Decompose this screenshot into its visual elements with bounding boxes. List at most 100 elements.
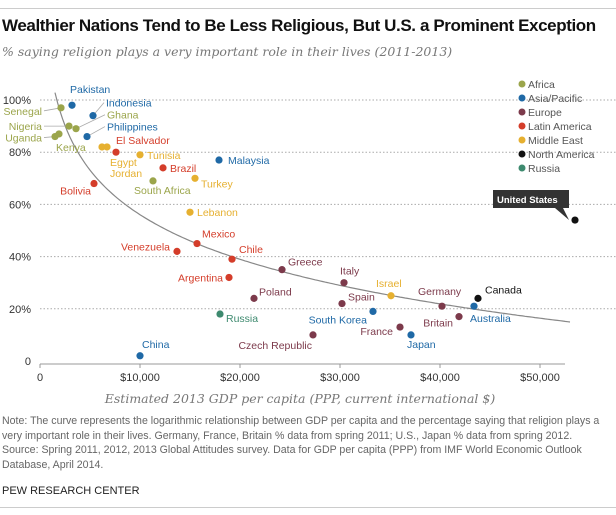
- point-label-china: China: [142, 339, 170, 351]
- data-point-south-africa: [149, 177, 157, 185]
- data-point-jordan: [103, 143, 111, 151]
- point-label-italy: Italy: [340, 266, 360, 278]
- point-label-czech-republic: Czech Republic: [238, 340, 312, 352]
- point-label-turkey: Turkey: [201, 178, 233, 190]
- data-point-israel: [387, 292, 395, 300]
- point-label-pakistan: Pakistan: [70, 84, 110, 96]
- data-point-tunisia: [136, 151, 144, 159]
- point-label-spain: Spain: [348, 292, 375, 304]
- point-label-france: France: [360, 326, 393, 338]
- point-label-germany: Germany: [418, 286, 462, 298]
- data-point-czech-republic: [309, 331, 317, 339]
- x-tick-label: 0: [37, 372, 43, 384]
- point-label-canada: Canada: [485, 284, 522, 296]
- point-label-indonesia: Indonesia: [106, 98, 152, 110]
- x-axis-title: Estimated 2013 GDP per capita (PPP, curr…: [104, 391, 496, 406]
- data-point-france: [396, 323, 404, 331]
- y-tick-label: 0: [25, 356, 31, 368]
- data-point-chile: [228, 255, 236, 263]
- legend-label: Europe: [528, 107, 562, 119]
- data-point-canada: [474, 294, 482, 302]
- data-point-japan: [407, 331, 415, 339]
- point-label-south-korea: South Korea: [309, 314, 368, 326]
- point-label-senegal: Senegal: [3, 106, 42, 118]
- x-tick-label: $10,000: [120, 372, 160, 384]
- data-point-egypt: [98, 143, 106, 151]
- data-point-italy: [340, 279, 348, 287]
- legend-marker: [518, 94, 526, 102]
- data-point-south-korea: [369, 307, 377, 316]
- point-label-australia: Australia: [470, 313, 511, 325]
- bottom-divider: [0, 507, 616, 508]
- point-label-el-salvador: El Salvador: [116, 135, 170, 147]
- point-label-lebanon: Lebanon: [197, 207, 238, 219]
- data-point-lebanon: [186, 208, 194, 216]
- data-point-senegal: [57, 104, 65, 112]
- data-point-australia: [470, 302, 478, 310]
- point-label-venezuela: Venezuela: [121, 241, 170, 253]
- data-point-britain: [455, 313, 463, 321]
- legend-marker: [518, 150, 526, 158]
- legend-label: Russia: [528, 163, 560, 175]
- y-tick-label: 80%: [9, 147, 31, 159]
- data-point-greece: [278, 266, 286, 274]
- chart-note: Note: The curve represents the logarithm…: [2, 414, 614, 472]
- leader-line: [75, 114, 106, 130]
- note-text: Note: The curve represents the logarithm…: [2, 415, 600, 442]
- point-label-uganda: Uganda: [5, 133, 42, 145]
- point-label-israel: Israel: [376, 278, 402, 290]
- source-text: Source: Spring 2011, 2012, 2013 Global A…: [2, 444, 582, 471]
- point-label-bolivia: Bolivia: [60, 186, 91, 198]
- data-point-spain: [338, 299, 346, 308]
- data-point-pakistan: [68, 101, 76, 109]
- point-label-poland: Poland: [259, 286, 292, 298]
- legend-marker: [518, 80, 526, 88]
- legend-label: North America: [528, 149, 595, 161]
- scatter-chart: 0 20% 40% 60% 80% 100% 0 $10,000 $20,000 $30,000 $…: [3, 79, 616, 406]
- x-tick-label: $20,000: [220, 372, 260, 384]
- point-label-ghana: Ghana: [107, 110, 139, 122]
- y-tick-label: 100%: [3, 95, 31, 107]
- x-tick-label: $40,000: [420, 372, 460, 384]
- data-point-brazil: [159, 164, 167, 172]
- trend-curve: [54, 92, 571, 323]
- legend-marker: [518, 164, 526, 172]
- data-point-philippines: [83, 132, 91, 141]
- legend-marker: [518, 122, 526, 130]
- data-point-bolivia: [90, 179, 98, 188]
- data-point-ghana: [72, 125, 80, 133]
- point-label-greece: Greece: [288, 257, 323, 269]
- legend-marker: [518, 108, 526, 116]
- chart-title: Wealthier Nations Tend to Be Less Religi…: [2, 16, 596, 35]
- point-label-nigeria: Nigeria: [9, 121, 42, 133]
- legend-label: Middle East: [528, 135, 583, 147]
- y-tick-label: 60%: [9, 199, 31, 211]
- data-point-el-salvador: [112, 148, 120, 156]
- data-point-united-states: [571, 216, 579, 224]
- data-point-china: [136, 352, 144, 360]
- point-label-philippines: Philippines: [107, 122, 158, 134]
- data-point-malaysia: [215, 156, 223, 164]
- y-tick-label: 40%: [9, 252, 31, 264]
- data-point-kenya: [55, 130, 63, 138]
- point-label-malaysia: Malaysia: [228, 155, 270, 167]
- x-tick-label: $30,000: [320, 372, 360, 384]
- data-point-turkey: [191, 174, 199, 182]
- data-point-germany: [438, 302, 446, 310]
- point-label-south-africa: South Africa: [134, 185, 191, 197]
- point-label-chile: Chile: [239, 244, 263, 256]
- data-point-argentina: [225, 273, 233, 282]
- point-label-britain: Britain: [423, 318, 453, 330]
- legend-label: Asia/Pacific: [528, 93, 582, 105]
- brand-logo-text: PEW RESEARCH CENTER: [2, 485, 140, 497]
- point-label-russia: Russia: [226, 313, 258, 325]
- legend-label: Africa: [528, 79, 555, 91]
- point-label-jordan: Jordan: [110, 168, 142, 180]
- y-tick-label: 20%: [9, 304, 31, 316]
- data-point-venezuela: [173, 247, 181, 255]
- point-label-mexico: Mexico: [202, 229, 235, 241]
- point-label-japan: Japan: [407, 339, 436, 351]
- legend-marker: [518, 136, 526, 144]
- data-point-russia: [216, 310, 224, 318]
- point-label-brazil: Brazil: [170, 163, 196, 175]
